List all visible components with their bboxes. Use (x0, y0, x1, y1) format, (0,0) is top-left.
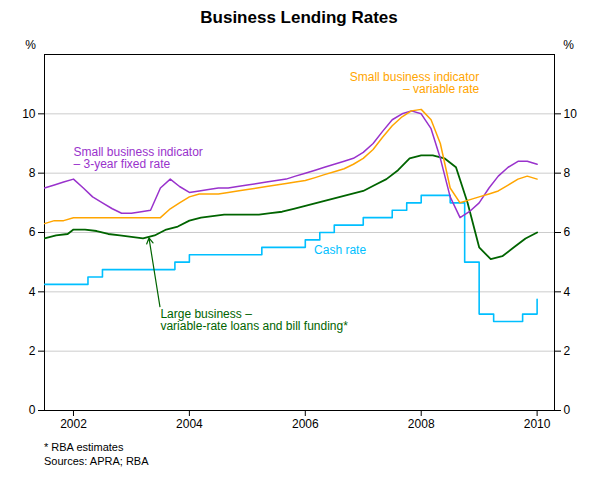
svg-text:2: 2 (564, 344, 571, 358)
svg-text:Small business indicator– 3-ye: Small business indicator– 3-year fixed r… (73, 145, 202, 171)
svg-text:8: 8 (29, 166, 36, 180)
svg-text:Large business –variable-rate: Large business –variable-rate loans and … (160, 307, 348, 333)
svg-text:10: 10 (22, 107, 36, 121)
svg-text:6: 6 (564, 225, 571, 239)
svg-text:4: 4 (564, 285, 571, 299)
svg-text:8: 8 (564, 166, 571, 180)
svg-text:2: 2 (29, 344, 36, 358)
svg-text:%: % (25, 38, 36, 52)
svg-text:0: 0 (564, 403, 571, 417)
html-text:* RBA estimates Sources: APRA;: * RBA estimates Sources: APRA; RBA (44, 441, 149, 468)
svg-text:10: 10 (564, 107, 578, 121)
svg-text:Small business indicator– vari: Small business indicator– variable rate (350, 70, 480, 96)
svg-text:Cash rate: Cash rate (314, 243, 366, 257)
svg-text:4: 4 (29, 285, 36, 299)
html-text:Business Lending Rates: Business Lending Rates (200, 8, 398, 27)
svg-text:2002: 2002 (60, 417, 87, 431)
svg-text:0: 0 (29, 403, 36, 417)
svg-text:%: % (563, 38, 574, 52)
svg-text:2010: 2010 (524, 417, 551, 431)
svg-text:2006: 2006 (292, 417, 319, 431)
svg-text:2008: 2008 (408, 417, 435, 431)
svg-text:2004: 2004 (176, 417, 203, 431)
svg-text:6: 6 (29, 225, 36, 239)
